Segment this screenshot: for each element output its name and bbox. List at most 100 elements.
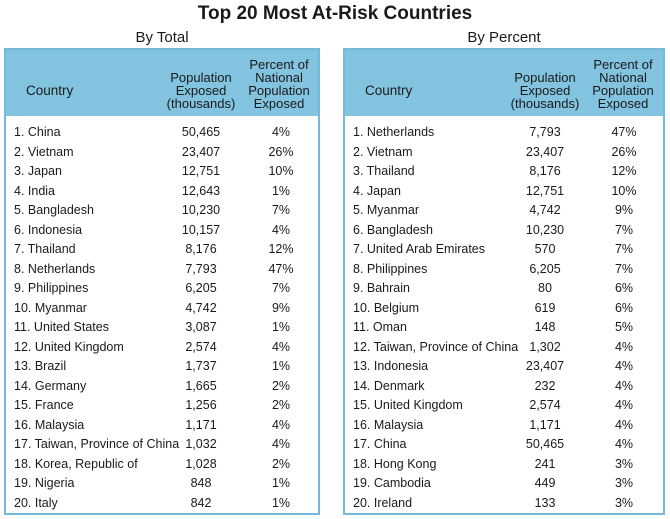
table-row: 15. United Kingdom 2,574 4%: [345, 396, 663, 416]
population-cell: 1,032: [185, 437, 217, 451]
country-cell: 1. China: [14, 125, 61, 139]
percent-cell: 9%: [271, 300, 291, 315]
percent-cell: 6%: [614, 300, 634, 315]
header-line: Exposed: [519, 83, 571, 98]
table-row: 8. Philippines 6,205 7%: [345, 260, 663, 280]
table-row: 10. Myanmar 4,742 9%: [6, 299, 318, 319]
table-row: 2. Vietnam 23,407 26%: [6, 143, 318, 163]
percent-cell: 5%: [614, 320, 634, 334]
table-row: 9. Bahrain 80 6%: [345, 279, 663, 299]
population-cell: 1,028: [185, 456, 217, 471]
percent-cell: 7%: [614, 242, 634, 256]
header-line: Exposed: [175, 83, 227, 98]
header-line: Exposed: [597, 96, 649, 111]
header-line: (thousands): [166, 96, 236, 111]
population-cell: 6,205: [529, 261, 561, 276]
population-cell: 23,407: [525, 359, 565, 373]
country-cell: 3. Japan: [14, 164, 62, 178]
table-row: 5. Myanmar 4,742 9%: [345, 201, 663, 221]
table-row: 7. Thailand 8,176 12%: [6, 240, 318, 260]
by-percent-table: Country Population Exposed (thousands) P…: [343, 48, 665, 515]
country-cell: 5. Bangladesh: [14, 203, 94, 217]
percent-cell: 4%: [271, 417, 291, 432]
country-cell: 4. India: [14, 183, 56, 198]
header-line: Percent of: [249, 57, 309, 72]
percent-cell: 4%: [614, 339, 634, 354]
percent-cell: 47%: [611, 125, 637, 139]
population-cell: 50,465: [525, 437, 565, 451]
population-cell: 4,742: [185, 300, 217, 315]
by-percent-heading: By Percent: [467, 29, 541, 46]
table-row: 9. Philippines 6,205 7%: [6, 279, 318, 299]
country-cell: 10. Myanmar: [14, 300, 87, 315]
table-header: Country Population Exposed (thousands) P…: [345, 50, 663, 116]
population-cell: 1,302: [529, 339, 561, 354]
header-line: (thousands): [510, 96, 580, 111]
percent-cell: 1%: [271, 359, 291, 373]
table-row: 20. Ireland 133 3%: [345, 494, 663, 514]
percent-cell: 4%: [614, 378, 634, 393]
table-row: 8. Netherlands 7,793 47%: [6, 260, 318, 280]
percent-cell: 2%: [271, 456, 291, 471]
percent-cell: 6%: [614, 281, 634, 295]
table-row: 13. Indonesia 23,407 4%: [345, 357, 663, 377]
country-cell: 18. Hong Kong: [353, 456, 437, 471]
percent-cell: 12%: [611, 164, 637, 178]
percent-cell: 4%: [614, 359, 634, 373]
percent-cell: 7%: [614, 222, 634, 237]
country-cell: 2. Vietnam: [14, 144, 74, 159]
country-cell: 12. Taiwan, Province of China: [353, 339, 519, 354]
percent-cell: 26%: [268, 144, 294, 159]
header-line: National: [255, 70, 303, 85]
table-row: 10. Belgium 619 6%: [345, 299, 663, 319]
population-cell: 7,793: [529, 125, 561, 139]
table-row: 14. Denmark 232 4%: [345, 377, 663, 397]
by-total-heading: By Total: [135, 29, 189, 46]
header-population: Population Exposed (thousands): [500, 71, 590, 110]
header-country: Country: [26, 83, 74, 98]
table-row: 19. Cambodia 449 3%: [345, 474, 663, 494]
percent-cell: 2%: [271, 378, 291, 393]
table-body: 1. China 50,465 4% 2. Vietnam 23,407 26% 3. Ja…: [6, 116, 318, 513]
table-row: 11. Oman 148 5%: [345, 318, 663, 338]
percent-cell: 3%: [614, 476, 634, 490]
country-cell: 20. Italy: [14, 495, 58, 510]
header-line: Exposed: [253, 96, 305, 111]
country-cell: 10. Belgium: [353, 300, 420, 315]
population-cell: 50,465: [181, 125, 221, 139]
population-cell: 23,407: [181, 144, 221, 159]
percent-cell: 4%: [271, 222, 291, 237]
country-cell: 6. Indonesia: [14, 222, 83, 237]
table-row: 18. Korea, Republic of 1,028 2%: [6, 455, 318, 475]
table-row: 7. United Arab Emirates 570 7%: [345, 240, 663, 260]
header-line: Percent of: [593, 57, 653, 72]
percent-cell: 4%: [614, 437, 634, 451]
percent-cell: 4%: [614, 417, 634, 432]
percent-cell: 1%: [271, 476, 291, 490]
table-body: 1. Netherlands 7,793 47% 2. Vietnam 23,407 26…: [345, 116, 663, 513]
country-cell: 16. Malaysia: [14, 417, 85, 432]
population-cell: 10,157: [181, 222, 221, 237]
table-row: 12. United Kingdom 2,574 4%: [6, 338, 318, 358]
country-cell: 16. Malaysia: [353, 417, 424, 432]
country-cell: 4. Japan: [353, 183, 401, 198]
population-cell: 1,737: [185, 359, 217, 373]
percent-cell: 9%: [614, 203, 634, 217]
country-cell: 17. China: [353, 437, 407, 451]
header-line: National: [599, 70, 647, 85]
table-row: 6. Bangladesh 10,230 7%: [345, 221, 663, 241]
population-cell: 23,407: [525, 144, 565, 159]
population-cell: 2,574: [529, 398, 561, 412]
header-country: Country: [365, 83, 413, 98]
country-cell: 8. Philippines: [353, 261, 428, 276]
country-cell: 1. Netherlands: [353, 125, 435, 139]
country-cell: 15. France: [14, 398, 74, 412]
by-total-table: Country Population Exposed (thousands) P…: [4, 48, 320, 515]
country-cell: 9. Bahrain: [353, 281, 410, 295]
country-cell: 18. Korea, Republic of: [14, 456, 138, 471]
table-row: 6. Indonesia 10,157 4%: [6, 221, 318, 241]
country-cell: 7. Thailand: [14, 242, 76, 256]
table-row: 3. Thailand 8,176 12%: [345, 162, 663, 182]
table-row: 1. China 50,465 4%: [6, 123, 318, 143]
country-cell: 19. Cambodia: [353, 476, 431, 490]
